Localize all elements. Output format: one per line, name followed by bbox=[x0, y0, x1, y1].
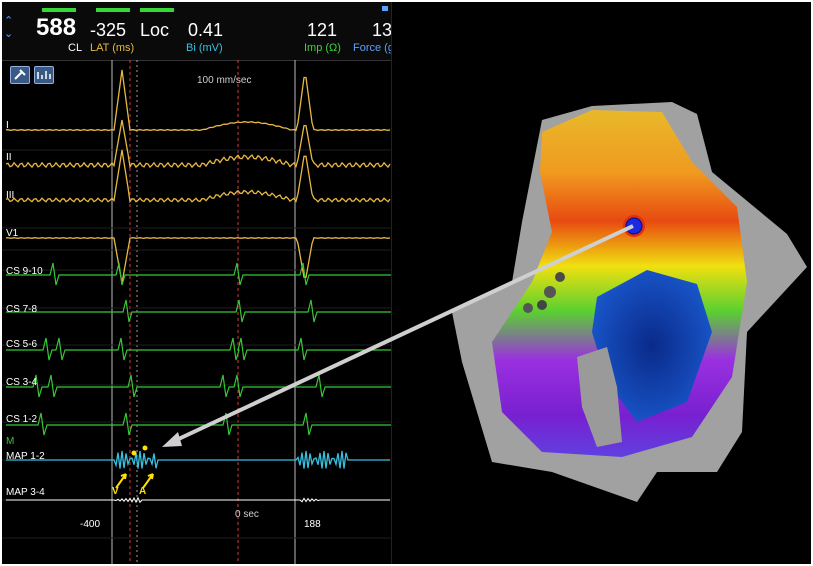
cs-9-10-trace bbox=[6, 262, 391, 286]
a-annotation: A bbox=[139, 486, 147, 497]
electrogram-traces bbox=[2, 60, 391, 564]
loc-label: Loc bbox=[140, 20, 170, 40]
activation-marker[interactable] bbox=[142, 445, 148, 451]
cs-5-6-trace bbox=[6, 337, 391, 361]
cs-3-4-trace bbox=[6, 374, 391, 398]
signal-quality-bar bbox=[96, 8, 130, 12]
time-tick-center: 0 sec bbox=[235, 509, 259, 520]
force-label: Force (g bbox=[353, 42, 392, 54]
lat-label: LAT (ms) bbox=[90, 42, 135, 54]
channel-label: MAP 1-2 bbox=[6, 451, 45, 462]
v-annotation: V bbox=[112, 486, 119, 497]
signal-quality-bar bbox=[140, 8, 174, 12]
group-marker: M bbox=[6, 436, 15, 447]
measurement-header: ⌃ ⌄ 588 CL -325 LAT (ms) Loc 0.41 Bi (mV)… bbox=[2, 2, 391, 61]
v-annotation-arrow bbox=[115, 473, 127, 489]
activation-marker[interactable] bbox=[131, 450, 137, 456]
channel-label: CS 9-10 bbox=[6, 266, 43, 277]
channel-label: III bbox=[6, 190, 15, 201]
channel-label: V1 bbox=[6, 228, 19, 239]
ecg-lead-iii bbox=[5, 149, 391, 204]
hammer-icon[interactable] bbox=[10, 66, 30, 84]
bipolar-voltage-value: 0.41 bbox=[188, 20, 224, 40]
sweep-speed-label: 100 mm/sec bbox=[197, 75, 252, 86]
expand-toggle-icon[interactable]: ⌃ ⌄ bbox=[4, 15, 14, 40]
channel-label: MAP 3-4 bbox=[6, 487, 45, 498]
channel-label: CS 7-8 bbox=[6, 304, 38, 315]
cycle-length-value: 588 bbox=[36, 14, 77, 41]
cs-1-2-trace bbox=[6, 412, 391, 436]
ecg-lead-ii bbox=[5, 119, 391, 169]
channel-label: II bbox=[6, 152, 12, 163]
force-value: 13 bbox=[372, 20, 392, 40]
bipolar-voltage-label: Bi (mV) bbox=[186, 42, 223, 54]
impedance-label: Imp (Ω) bbox=[304, 42, 341, 54]
a-annotation-arrow bbox=[142, 473, 154, 489]
heart-shell-map[interactable] bbox=[392, 2, 811, 564]
time-tick-right: 188 bbox=[304, 519, 321, 530]
cycle-length-label: CL bbox=[68, 42, 83, 54]
signal-quality-bar bbox=[42, 8, 76, 12]
time-tick-left: -400 bbox=[80, 519, 101, 530]
impedance-value: 121 bbox=[307, 20, 338, 40]
lat-value: -325 bbox=[90, 20, 127, 40]
channel-label: CS 3-4 bbox=[6, 377, 38, 388]
electrogram-panel: ⌃ ⌄ 588 CL -325 LAT (ms) Loc 0.41 Bi (mV)… bbox=[2, 2, 392, 564]
cs-7-8-trace bbox=[6, 299, 391, 323]
channel-label: I bbox=[6, 120, 9, 131]
channel-label: CS 1-2 bbox=[6, 414, 38, 425]
channel-label: CS 5-6 bbox=[6, 339, 38, 350]
map-3-4-trace bbox=[6, 496, 390, 504]
status-indicator bbox=[382, 6, 388, 11]
map-1-2-trace bbox=[6, 450, 390, 469]
ecg-lead-v1 bbox=[5, 236, 391, 284]
chart-settings-icon[interactable] bbox=[34, 66, 54, 84]
ecg-lead-i bbox=[5, 69, 391, 132]
activation-map-3d-view[interactable] bbox=[392, 2, 811, 564]
